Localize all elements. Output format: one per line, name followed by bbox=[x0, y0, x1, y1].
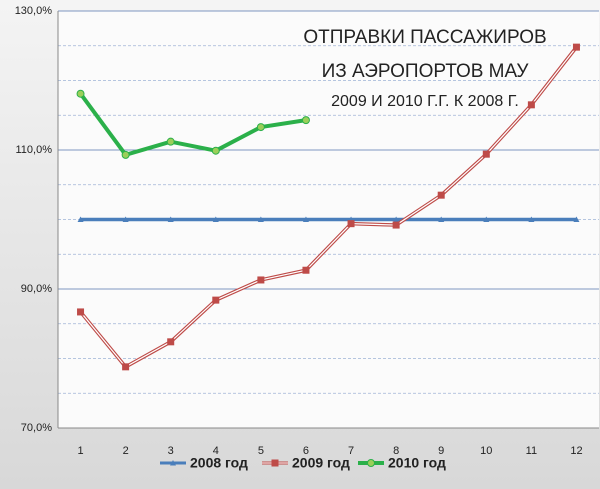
x-tick-label: 3 bbox=[168, 445, 174, 457]
marker bbox=[528, 216, 535, 222]
y-tick-label: 130,0% bbox=[15, 5, 53, 17]
x-tick-label: 1 bbox=[77, 445, 83, 457]
marker bbox=[573, 216, 580, 222]
x-tick-label: 10 bbox=[480, 445, 492, 457]
marker bbox=[121, 150, 130, 159]
marker bbox=[257, 216, 264, 222]
marker bbox=[167, 216, 174, 222]
x-tick-label: 2 bbox=[123, 445, 129, 457]
marker bbox=[301, 116, 310, 125]
x-tick-label: 11 bbox=[526, 445, 537, 457]
marker bbox=[77, 308, 85, 316]
marker bbox=[482, 150, 490, 158]
marker bbox=[302, 216, 309, 222]
marker bbox=[167, 338, 175, 346]
series-layer bbox=[76, 43, 580, 371]
marker bbox=[393, 216, 400, 222]
marker bbox=[256, 123, 265, 132]
legend-label: 2008 год bbox=[190, 455, 248, 471]
marker bbox=[527, 101, 535, 109]
marker bbox=[483, 216, 490, 222]
series-line bbox=[78, 92, 307, 157]
legend-marker bbox=[367, 459, 375, 467]
y-tick-label: 90,0% bbox=[21, 283, 52, 295]
x-tick-label: 8 bbox=[393, 445, 399, 457]
marker bbox=[76, 89, 85, 98]
marker bbox=[211, 146, 220, 155]
legend-label: 2010 год bbox=[388, 455, 446, 471]
chart-title: ОТПРАВКИ ПАССАЖИРОВ bbox=[303, 27, 546, 48]
marker bbox=[437, 191, 445, 199]
marker bbox=[302, 266, 310, 274]
marker bbox=[347, 220, 355, 228]
marker bbox=[257, 276, 265, 284]
marker bbox=[212, 216, 219, 222]
marker bbox=[392, 221, 400, 229]
marker bbox=[122, 363, 130, 371]
marker bbox=[572, 43, 580, 51]
marker bbox=[166, 137, 175, 146]
x-tick-label: 4 bbox=[213, 445, 219, 457]
x-tick-label: 12 bbox=[570, 445, 582, 457]
chart-title: ИЗ АЭРОПОРТОВ МАУ bbox=[322, 61, 530, 82]
x-tick-label: 6 bbox=[303, 445, 309, 457]
legend-marker bbox=[271, 459, 279, 467]
marker bbox=[77, 216, 84, 222]
marker bbox=[438, 216, 445, 222]
marker bbox=[122, 216, 129, 222]
y-tick-label: 110,0% bbox=[16, 144, 53, 156]
series-line-core bbox=[80, 46, 577, 368]
x-tick-label: 7 bbox=[348, 445, 354, 457]
x-tick-label: 5 bbox=[258, 445, 264, 457]
legend-label: 2009 год bbox=[292, 455, 350, 471]
chart-subtitle: 2009 И 2010 Г.Г. К 2008 Г. bbox=[331, 93, 519, 110]
x-tick-label: 9 bbox=[438, 445, 444, 457]
y-tick-label: 70,0% bbox=[21, 422, 52, 434]
legend-marker bbox=[170, 460, 176, 466]
marker bbox=[212, 296, 220, 304]
